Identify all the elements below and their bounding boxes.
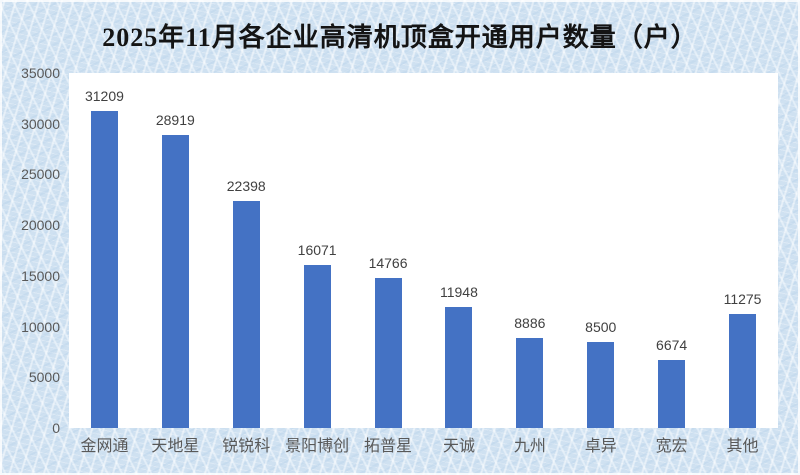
data-label: 14766 xyxy=(368,255,408,272)
bar xyxy=(658,360,686,428)
bar xyxy=(516,337,544,428)
y-axis-tick-label: 35000 xyxy=(21,65,60,81)
x-axis-category-label: 卓异 xyxy=(584,438,617,455)
data-label: 8886 xyxy=(514,314,546,331)
bar xyxy=(374,278,402,428)
bar xyxy=(161,134,189,428)
x-axis-category-label: 九州 xyxy=(513,438,546,455)
x-axis-category-label: 金网通 xyxy=(80,438,129,455)
data-label: 8500 xyxy=(585,318,617,335)
bar xyxy=(729,313,757,428)
x-axis-category-label: 锐锐科 xyxy=(222,438,271,455)
y-axis-tick-label: 25000 xyxy=(21,166,60,183)
data-label: 16071 xyxy=(297,241,337,258)
y-axis-tick-label: 30000 xyxy=(21,115,60,132)
data-label: 28919 xyxy=(155,111,195,128)
y-axis-tick-label: 20000 xyxy=(21,217,60,234)
data-label: 11948 xyxy=(439,283,478,300)
bar xyxy=(445,306,473,428)
data-label: 31209 xyxy=(84,88,124,105)
y-axis-tick-label: 15000 xyxy=(21,267,60,284)
x-axis-category-label: 宽宏 xyxy=(655,438,688,455)
bar xyxy=(90,111,118,428)
plot-area: 31209 28919 22398 16071 14766 11948 8886 8500 66… xyxy=(69,73,778,428)
bar xyxy=(232,200,260,428)
y-axis-tick-label: 0 xyxy=(52,420,60,436)
y-axis-tick-label: 10000 xyxy=(21,318,60,335)
data-label: 22398 xyxy=(226,177,266,194)
data-label: 6674 xyxy=(656,337,688,354)
y-axis-tick-label: 5000 xyxy=(28,369,60,386)
x-axis-category-label: 天诚 xyxy=(442,438,475,455)
x-axis-category-label: 天地星 xyxy=(151,438,200,455)
chart-title: 2025年11月各企业高清机顶盒开通用户数量（户） xyxy=(102,23,698,52)
x-axis-category-label: 拓普星 xyxy=(364,438,413,455)
bar xyxy=(587,341,615,428)
x-axis-category-label: 景阳博创 xyxy=(285,438,350,455)
bar xyxy=(303,265,331,428)
data-label: 11275 xyxy=(723,290,762,307)
x-axis-category-label: 其他 xyxy=(726,438,759,455)
